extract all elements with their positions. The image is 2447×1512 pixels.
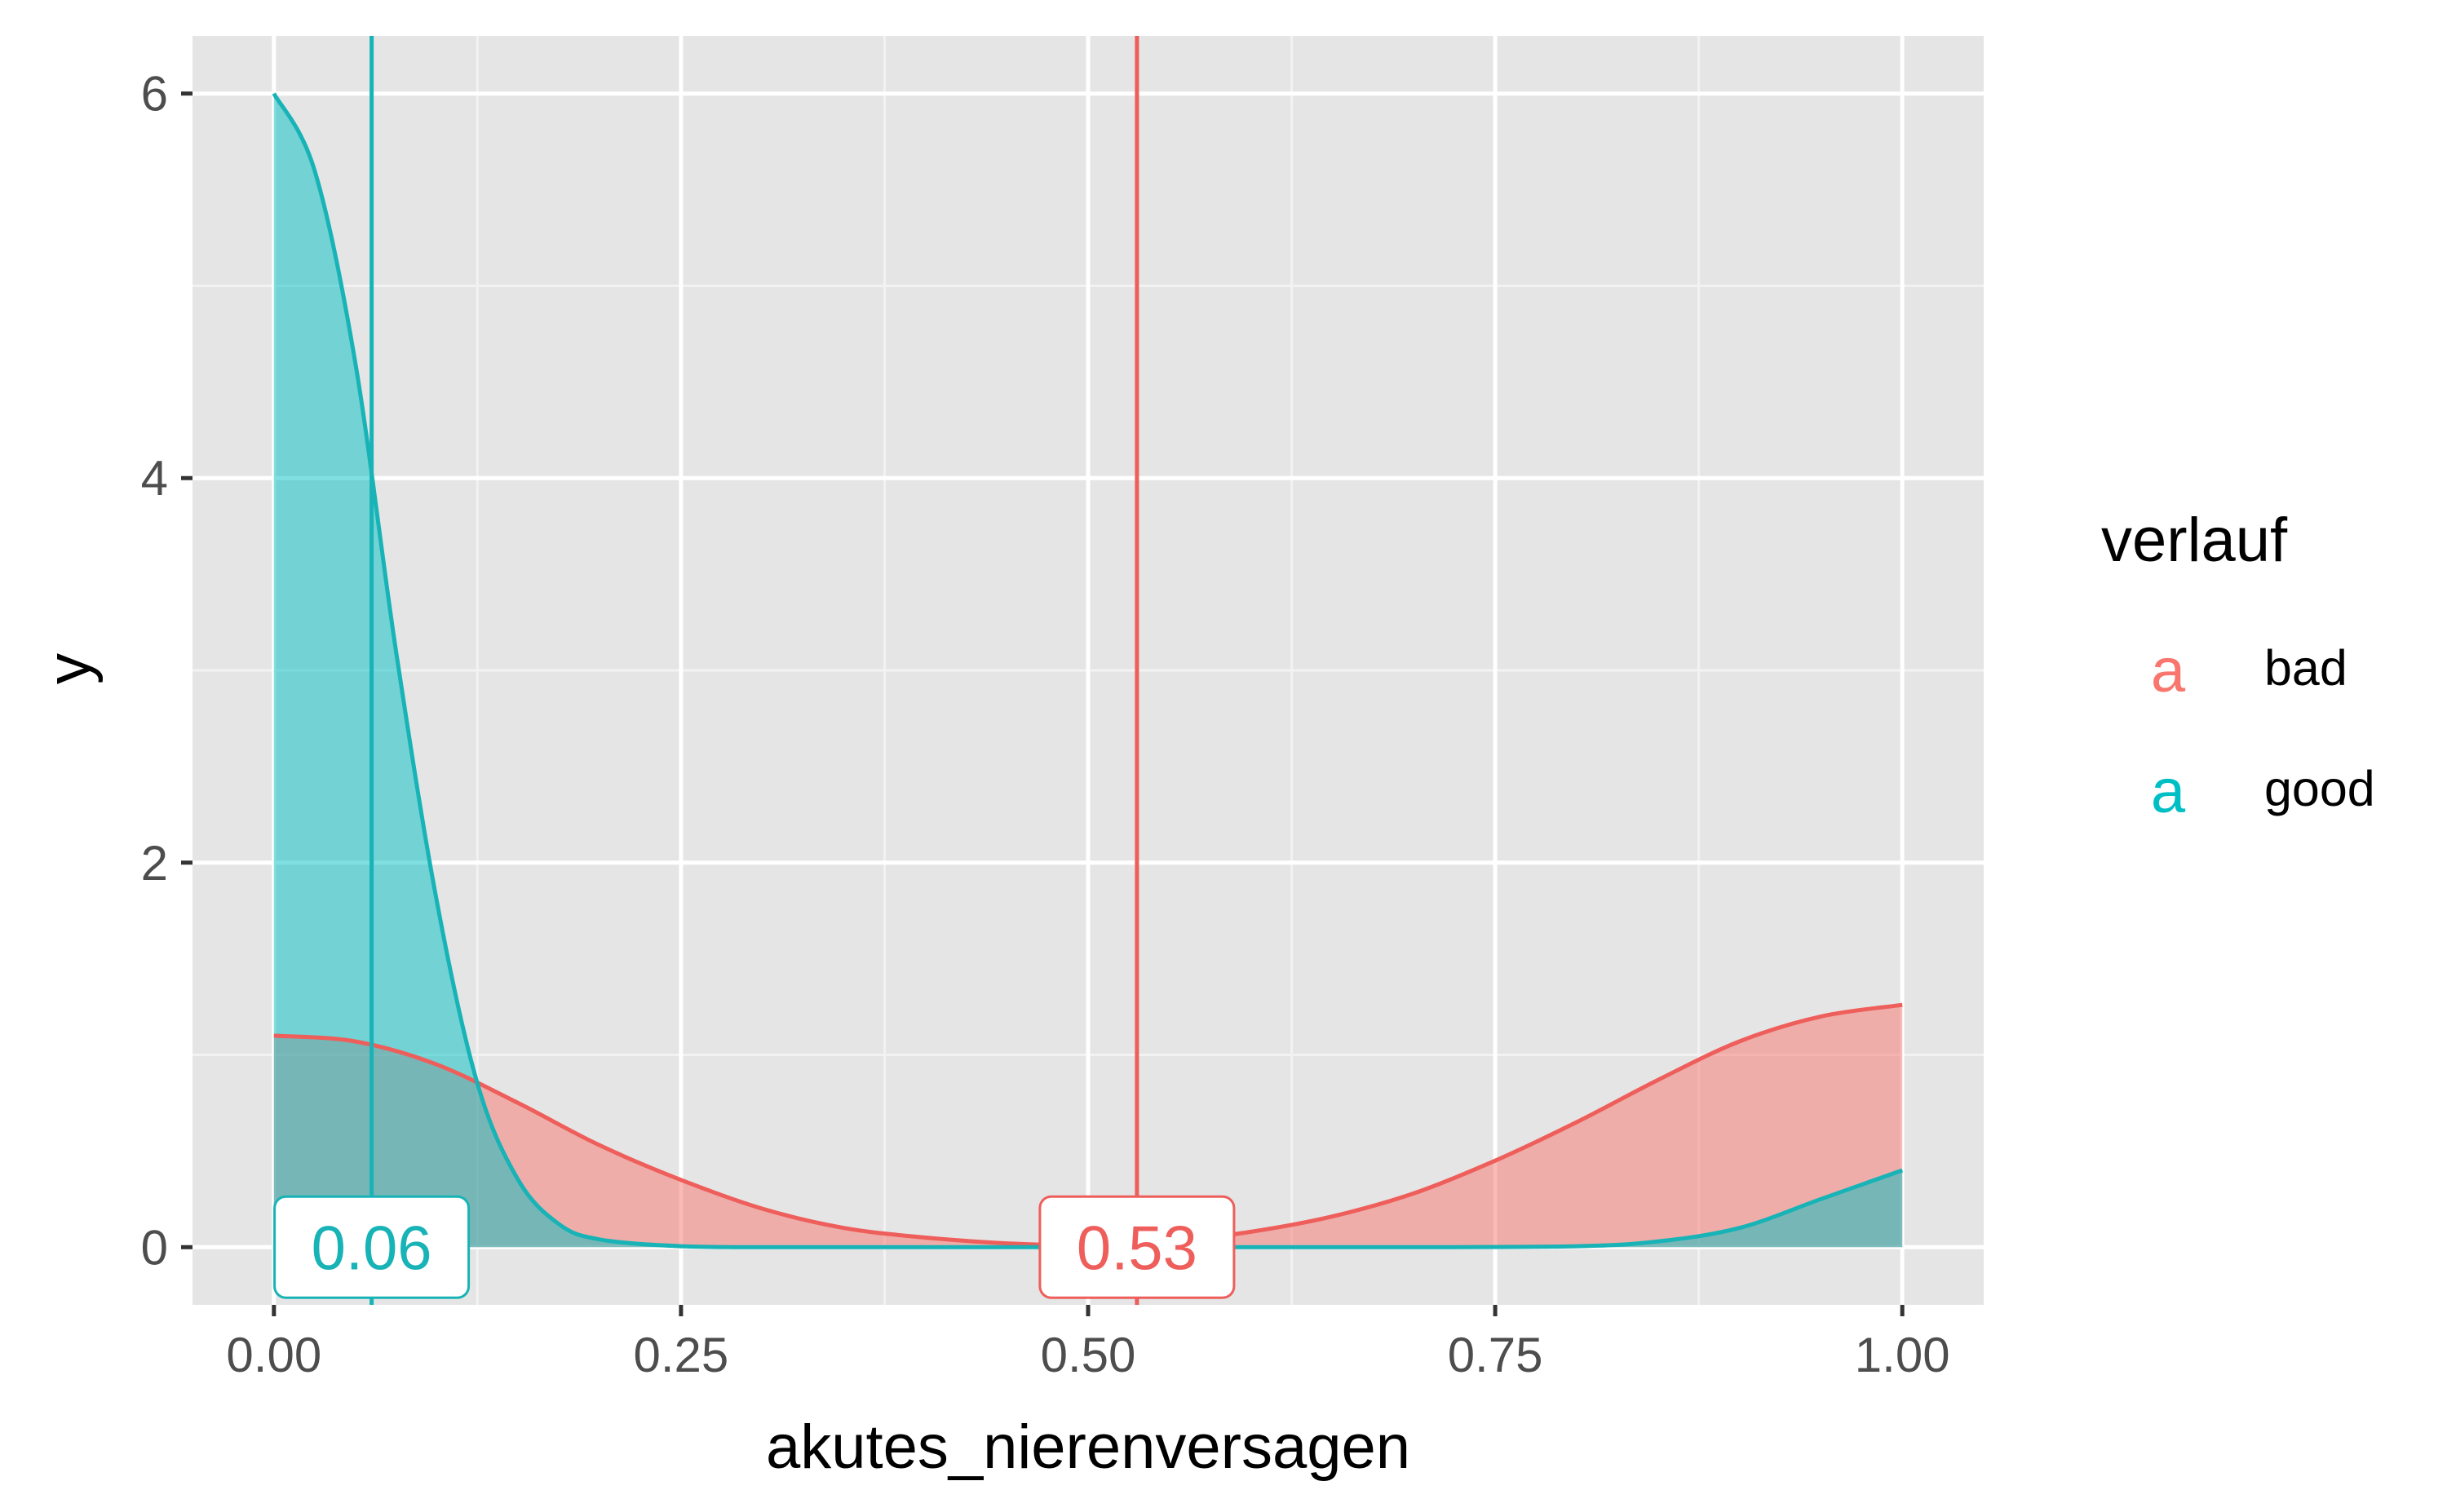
density-line-good <box>272 92 1904 1249</box>
legend-label-bad: bad <box>2264 640 2347 696</box>
mean-label-text: 0.06 <box>312 1214 432 1283</box>
mean-label-good: 0.06 <box>273 1195 471 1299</box>
y-tick-label: 2 <box>141 836 168 891</box>
mean-label-bad: 0.53 <box>1038 1195 1236 1299</box>
legend-key-good: a <box>2151 757 2186 826</box>
mean-label-box <box>1038 1195 1236 1299</box>
legend-title: verlauf <box>2101 506 2288 575</box>
mean-label-text: 0.53 <box>1077 1214 1197 1283</box>
x-tick-label: 0.00 <box>226 1328 321 1382</box>
x-tick-label: 0.50 <box>1041 1328 1136 1382</box>
density-area-good <box>273 93 1903 1248</box>
legend-key-bad: a <box>2151 636 2186 705</box>
legend-label-good: good <box>2264 761 2375 816</box>
legend: verlauf a bad a good <box>2101 506 2375 826</box>
density-area-bad <box>273 1005 1903 1248</box>
x-axis-title: akutes_nierenversagen <box>766 1413 1410 1482</box>
y-tick-label: 0 <box>141 1220 168 1275</box>
density-areas <box>273 93 1903 1248</box>
x-tick-label: 0.75 <box>1448 1328 1543 1382</box>
y-tick-label: 4 <box>141 451 168 506</box>
legend-items: a bad a good <box>2151 636 2375 826</box>
mean-labels: 0.53 0.06 <box>273 1195 1236 1299</box>
x-tick-label: 0.25 <box>634 1328 729 1382</box>
axes: 0.00 0.25 0.50 0.75 1.00 0 2 4 6 <box>141 67 1950 1382</box>
mean-label-box <box>273 1195 471 1299</box>
y-tick-label: 6 <box>141 67 168 122</box>
mean-lines <box>369 36 1139 1305</box>
y-axis-title: y <box>34 653 104 684</box>
x-tick-label: 1.00 <box>1855 1328 1950 1382</box>
